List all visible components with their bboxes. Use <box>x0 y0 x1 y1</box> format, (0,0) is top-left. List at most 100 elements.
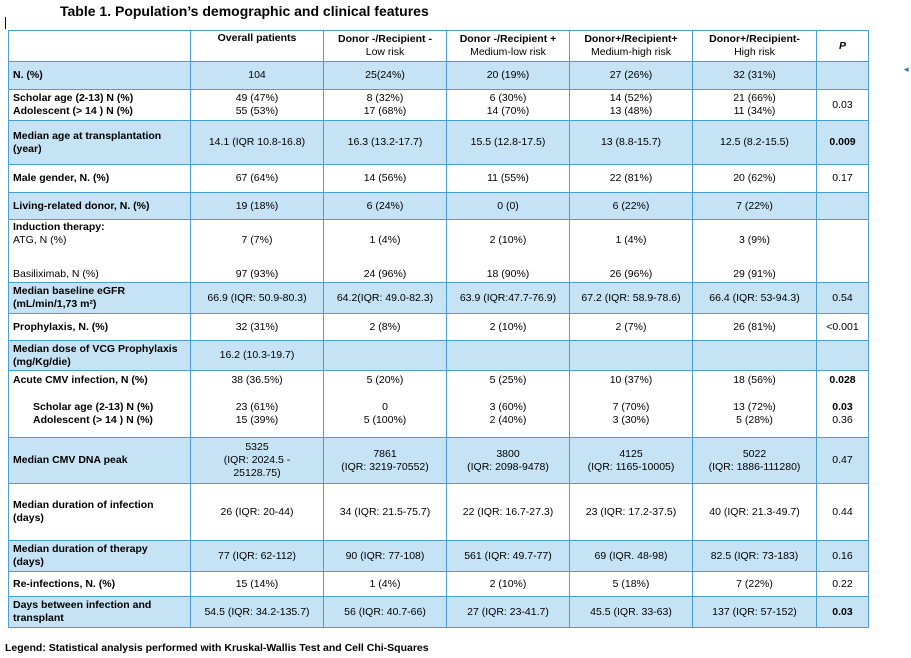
basiliximab-value: 26 (96%) <box>609 268 653 280</box>
cell: 16.2 (10.3-19.7) <box>190 340 324 371</box>
cell: 40 (IQR: 21.3-49.7) <box>692 483 817 541</box>
row-label: Median age at transplantation (year) <box>8 120 191 165</box>
header-row: Overall patients Donor -/Recipient - Low … <box>8 30 869 62</box>
cmv-scholar-p: 0.03 <box>832 401 853 413</box>
table-row: Median age at transplantation (year) 14.1… <box>8 120 869 165</box>
p-cell <box>816 219 869 283</box>
row-label: Scholar age (2-13) N (%) Adolescent (> 14… <box>8 89 191 121</box>
cell-line1: 14 (52%) <box>609 92 653 104</box>
header-group-2: Donor -/Recipient + Medium-low risk <box>446 30 570 62</box>
cell: 25(24%) <box>323 61 447 90</box>
cell: 26 (IQR: 20-44) <box>190 483 324 541</box>
table-row: Median baseline eGFR (mL/min/1,73 m²) 66.… <box>8 282 869 314</box>
cell-line1: 6 (30%) <box>489 92 527 104</box>
cell-line1: 21 (66%) <box>733 92 776 104</box>
cell: 18 (56%) 13 (72%) 5 (28%) <box>692 370 817 438</box>
cell: 15.5 (12.8-17.5) <box>446 120 570 165</box>
header-group-3-line1: Donor+/Recipient+ <box>584 33 678 45</box>
row-label-line2: (year) <box>13 142 42 155</box>
row-label: Median CMV DNA peak <box>8 437 191 484</box>
dna-median: 5325 <box>245 441 269 453</box>
row-label: N. (%) <box>8 61 191 90</box>
cell: 7861 (IQR: 3219-70552) <box>323 437 447 484</box>
row-label: Re-infections, N. (%) <box>8 571 191 597</box>
row-label-line1: Median duration of infection <box>13 499 154 511</box>
cell: 2 (10%) <box>446 571 570 597</box>
cell: 1 (4%) 24 (96%) <box>323 219 447 283</box>
cell: 11 (55%) <box>446 164 570 193</box>
cmv-scholar-label: Scholar age (2-13) N (%) <box>33 401 154 413</box>
cell <box>323 340 447 371</box>
arrow-marker-icon: ◂ <box>904 64 909 74</box>
row-label-line2: (mg/Kg/die) <box>13 355 71 368</box>
cell: 4125 (IQR: 1165-10005) <box>569 437 693 484</box>
cmv-adolescent-value: 15 (39%) <box>235 414 279 426</box>
cmv-scholar-value: 3 (60%) <box>489 401 527 413</box>
cell: 137 (IQR: 57-152) <box>692 596 817 628</box>
cell: 12.5 (8.2-15.5) <box>692 120 817 165</box>
cell: 26 (81%) <box>692 313 817 341</box>
atg-value: 2 (10%) <box>489 234 527 246</box>
cell: 66.4 (IQR: 53-94.3) <box>692 282 817 314</box>
cell: 45.5 (IQR. 33-63) <box>569 596 693 628</box>
header-group-3: Donor+/Recipient+ Medium-high risk <box>569 30 693 62</box>
cell: 5 (25%) 3 (60%) 2 (40%) <box>446 370 570 438</box>
cell: 2 (10%) <box>446 313 570 341</box>
cell: 38 (36.5%) 23 (61%) 15 (39%) <box>190 370 324 438</box>
p-cell <box>816 192 869 220</box>
cell-line1: 8 (32%) <box>366 92 404 104</box>
atg-value: 3 (9%) <box>739 234 770 246</box>
cell: 54.5 (IQR: 34.2-135.7) <box>190 596 324 628</box>
cell: 20 (62%) <box>692 164 817 193</box>
header-group-2-line2: Medium-low risk <box>470 46 546 58</box>
cell: 5022 (IQR: 1886-111280) <box>692 437 817 484</box>
cell: 2 (10%) 18 (90%) <box>446 219 570 283</box>
header-group-4-line2: High risk <box>734 46 775 58</box>
header-group-1: Donor -/Recipient - Low risk <box>323 30 447 62</box>
cell: 6 (24%) <box>323 192 447 220</box>
table-row: Days between infection and transplant 54.… <box>8 596 869 628</box>
cmv-scholar-value: 23 (61%) <box>235 401 279 413</box>
cell: 8 (32%) 17 (68%) <box>323 89 447 121</box>
table-row: Median duration of therapy (days) 77 (IQR… <box>8 540 869 572</box>
cell: 2 (7%) <box>569 313 693 341</box>
table-row: Male gender, N. (%) 67 (64%) 14 (56%) 11… <box>8 164 869 193</box>
p-cell: 0.47 <box>816 437 869 484</box>
cell: 10 (37%) 7 (70%) 3 (30%) <box>569 370 693 438</box>
cmv-scholar-value: 13 (72%) <box>733 401 776 413</box>
dna-iqr: (IQR: 3219-70552) <box>341 460 429 473</box>
cell: 22 (IQR: 16.7-27.3) <box>446 483 570 541</box>
cell: 27 (IQR: 23-41.7) <box>446 596 570 628</box>
header-p: P <box>816 30 869 62</box>
cmv-value: 5 (25%) <box>489 374 527 386</box>
row-label-line2: transplant <box>13 612 64 624</box>
table-title: Table 1. Population’s demographic and cl… <box>60 3 429 19</box>
table-row: Induction therapy: ATG, N (%) Basilixima… <box>8 219 869 283</box>
cell: 1 (4%) <box>323 571 447 597</box>
header-overall: Overall patients <box>190 30 324 62</box>
dna-iqr: (IQR: 1165-10005) <box>587 460 675 473</box>
p-cell: 0.44 <box>816 483 869 541</box>
cell: 3 (9%) 29 (91%) <box>692 219 817 283</box>
atg-value: 1 (4%) <box>369 234 401 246</box>
header-group-1-line2: Low risk <box>365 46 405 58</box>
cell-line2: 11 (34%) <box>733 105 776 117</box>
cell-line1: 49 (47%) <box>235 92 279 104</box>
basiliximab-value: 97 (93%) <box>235 268 279 280</box>
row-label: Median baseline eGFR (mL/min/1,73 m²) <box>8 282 191 314</box>
atg-value: 1 (4%) <box>615 234 647 246</box>
text-cursor-mark <box>5 17 6 29</box>
cmv-adolescent-value: 5 (28%) <box>736 414 773 426</box>
header-group-3-line2: Medium-high risk <box>591 46 671 58</box>
cell: 3800 (IQR: 2098-9478) <box>446 437 570 484</box>
p-cell <box>816 61 869 90</box>
cell: 6 (30%) 14 (70%) <box>446 89 570 121</box>
cell: 23 (IQR: 17.2-37.5) <box>569 483 693 541</box>
basiliximab-value: 24 (96%) <box>363 268 407 280</box>
cell: 19 (18%) <box>190 192 324 220</box>
p-cell: 0.03 <box>816 596 869 628</box>
p-cell: 0.54 <box>816 282 869 314</box>
row-label: Days between infection and transplant <box>8 596 191 628</box>
dna-median: 3800 <box>496 447 520 460</box>
row-label: Median dose of VCG Prophylaxis (mg/Kg/die… <box>8 340 191 371</box>
